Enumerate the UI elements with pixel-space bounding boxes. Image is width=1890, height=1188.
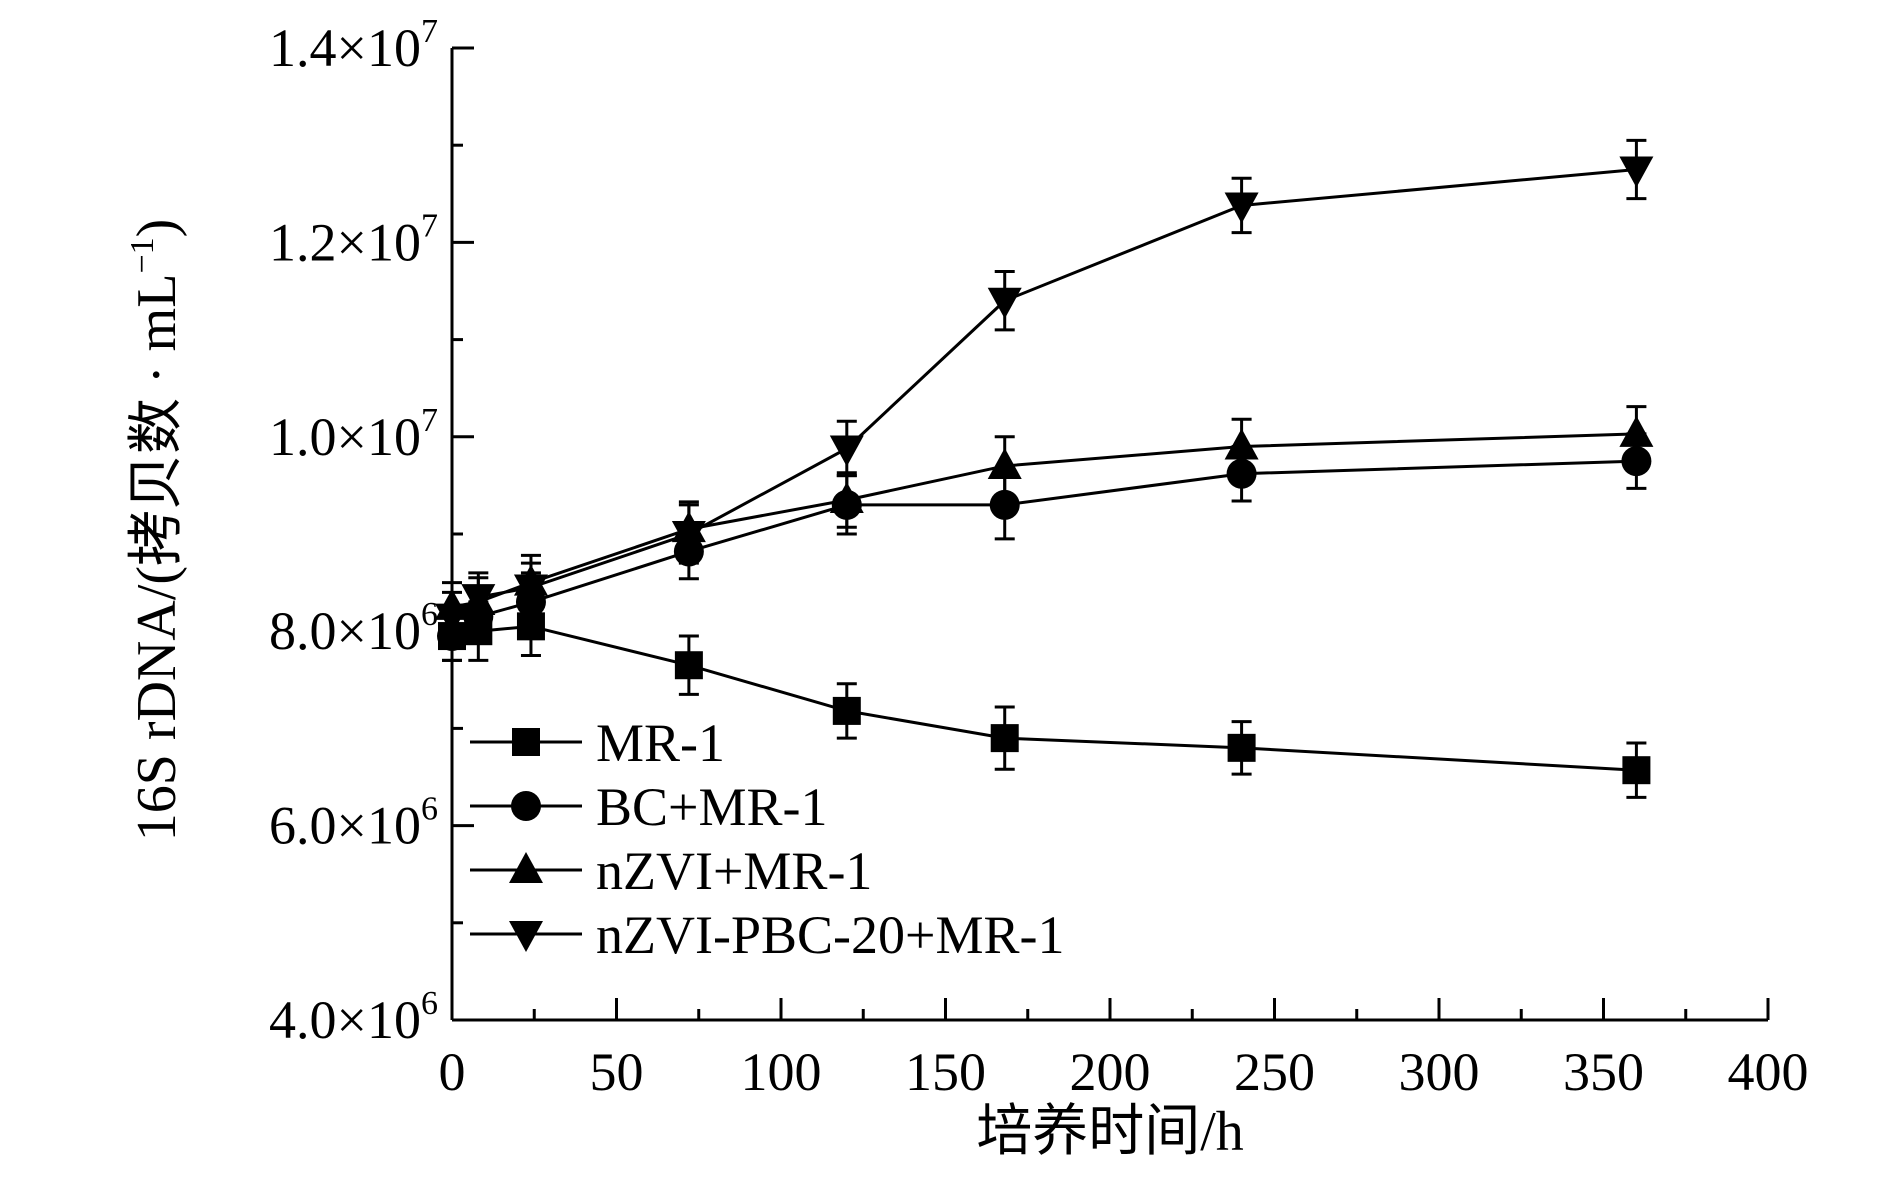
y-tick-label: 4.0×106 [269,985,438,1050]
x-tick-label: 100 [741,1042,822,1102]
y-tick-label: 6.0×106 [269,791,438,856]
y-tick-label-exponent: 7 [421,402,438,439]
x-tick-label: 0 [439,1042,466,1102]
y-tick-label-base: 1.0×10 [269,407,421,467]
axes: 0 50 100 150 200 250 300 350 4004.0×1066.0×1068.… [269,13,1808,1102]
y-tick-label: 1.2×107 [269,207,438,272]
legend-label: nZVI+MR-1 [596,841,872,901]
x-tick-label: 300 [1399,1042,1480,1102]
y-tick-label-base: 1.2×10 [269,212,421,272]
data-point [1622,756,1651,785]
y-tick-label-base: 4.0×10 [269,990,421,1050]
data-point [832,696,861,725]
data-point [990,724,1019,753]
legend-item: nZVI+MR-1 [470,841,872,901]
y-tick-label-exponent: 6 [421,791,438,828]
series-bc-mr-1 [437,432,1652,662]
data-point [674,651,703,680]
series-nzvi-pbc-20-mr-1 [435,138,1654,643]
data-point [1619,156,1654,188]
x-tick-label: 350 [1563,1042,1644,1102]
legend-item: BC+MR-1 [470,777,828,837]
y-tick-label: 1.4×107 [269,13,438,78]
y-tick-label-exponent: 6 [421,596,438,633]
data-point [435,603,469,635]
legend-item: nZVI-PBC-20+MR-1 [470,905,1064,965]
series-layer [435,138,1654,799]
series-mr-1 [438,595,1651,799]
x-tick-label: 200 [1070,1042,1151,1102]
legend-label: nZVI-PBC-20+MR-1 [596,905,1064,965]
y-tick-label-exponent: 7 [421,13,438,50]
legend-marker [511,791,541,821]
y-axis-title-close: ) [126,219,188,238]
y-tick-label-base: 8.0×10 [269,601,421,661]
legend-label: BC+MR-1 [596,777,828,837]
data-point [1224,192,1259,224]
y-tick-label-base: 1.4×10 [269,18,421,78]
data-point [1227,733,1256,762]
data-point [987,447,1022,479]
data-point [829,481,864,513]
data-point [987,287,1022,319]
data-point [1619,415,1654,447]
data-point [461,584,496,616]
legend-marker [509,921,543,952]
y-tick-label: 8.0×106 [269,596,438,661]
data-point [1224,428,1259,460]
y-axis-title-unit-exponent: −1 [124,237,161,273]
legend-marker [512,728,540,756]
series-line [451,432,1637,609]
data-point [513,574,548,606]
x-tick-label: 150 [905,1042,986,1102]
legend-marker [509,852,543,883]
x-tick-label: 50 [590,1042,644,1102]
data-point [829,435,864,467]
data-point [989,489,1020,520]
y-tick-label-exponent: 7 [421,207,438,244]
y-axis-title: 16S rDNA/(拷贝数 · mL−1) [124,219,188,842]
x-tick-label: 250 [1234,1042,1315,1102]
legend-item: MR-1 [470,713,725,773]
y-tick-label-base: 6.0×10 [269,796,421,856]
series-nzvi-mr-1 [435,405,1654,633]
x-tick-label: 400 [1728,1042,1809,1102]
y-axis-title-main: 16S rDNA/(拷贝数 · mL [126,274,188,842]
x-axis-title: 培养时间/h [976,1101,1244,1163]
y-tick-label: 1.0×107 [269,402,438,467]
data-point [671,521,706,552]
y-tick-label-exponent: 6 [421,985,438,1022]
legend-label: MR-1 [596,713,725,773]
